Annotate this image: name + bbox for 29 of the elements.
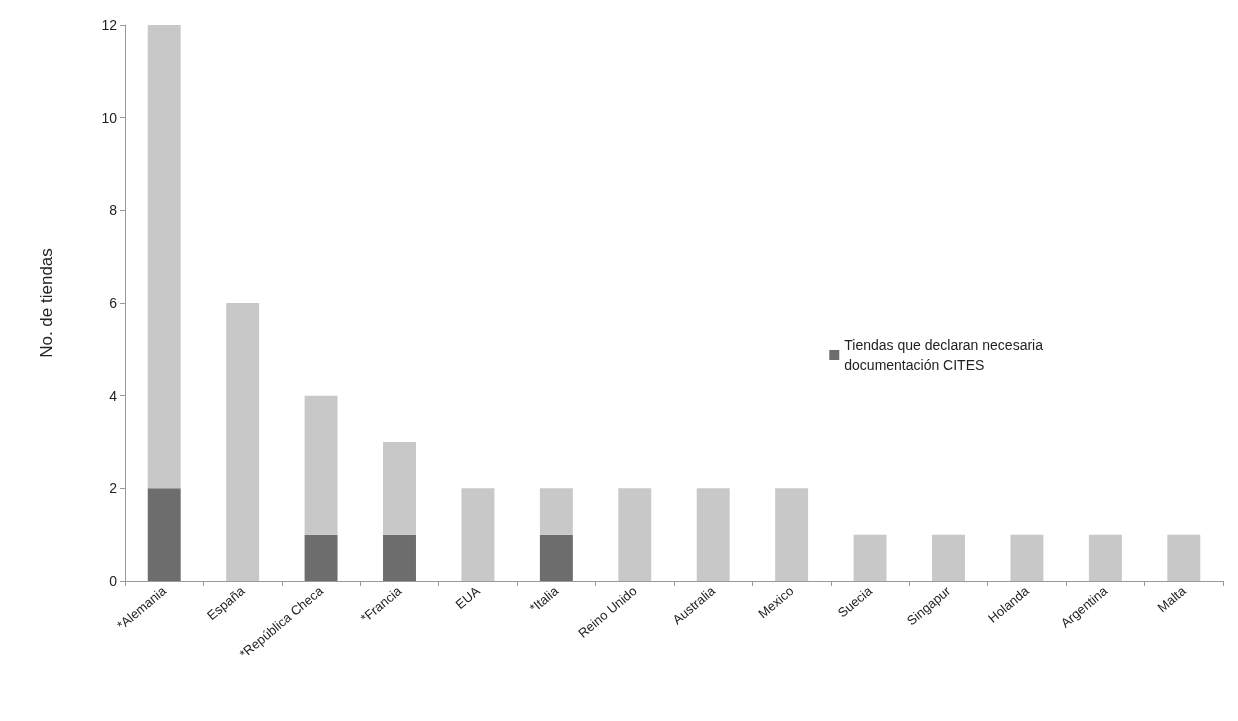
bar bbox=[383, 442, 416, 535]
bar bbox=[226, 303, 260, 581]
y-tick-label: 0 bbox=[109, 573, 118, 589]
bar bbox=[304, 395, 338, 535]
bar bbox=[304, 534, 338, 581]
y-tick-label: 8 bbox=[109, 202, 118, 219]
bar bbox=[539, 488, 573, 535]
bar bbox=[1167, 534, 1201, 581]
x-tick-label: *Italia bbox=[526, 582, 562, 616]
bar bbox=[147, 25, 181, 489]
bar bbox=[775, 488, 809, 581]
bar bbox=[932, 534, 965, 581]
x-tick-label: EUA bbox=[452, 583, 483, 612]
bar bbox=[853, 534, 887, 581]
y-tick-label: 10 bbox=[101, 109, 118, 126]
y-tick-label: 4 bbox=[109, 387, 118, 404]
legend-label: Tiendas que declaran necesaria documentación CITES bbox=[844, 337, 1044, 373]
y-tick-label: 2 bbox=[109, 480, 118, 497]
y-axis-title: No. de tiendas bbox=[37, 248, 56, 358]
bar bbox=[539, 534, 573, 581]
bar bbox=[383, 534, 416, 581]
bar bbox=[1088, 534, 1122, 581]
bar bbox=[696, 488, 730, 581]
y-tick-label: 6 bbox=[109, 295, 118, 311]
bar bbox=[1010, 534, 1044, 581]
y-tick-label: 12 bbox=[101, 17, 118, 33]
bar bbox=[618, 488, 652, 581]
bar bbox=[147, 488, 181, 581]
bar bbox=[461, 488, 495, 581]
